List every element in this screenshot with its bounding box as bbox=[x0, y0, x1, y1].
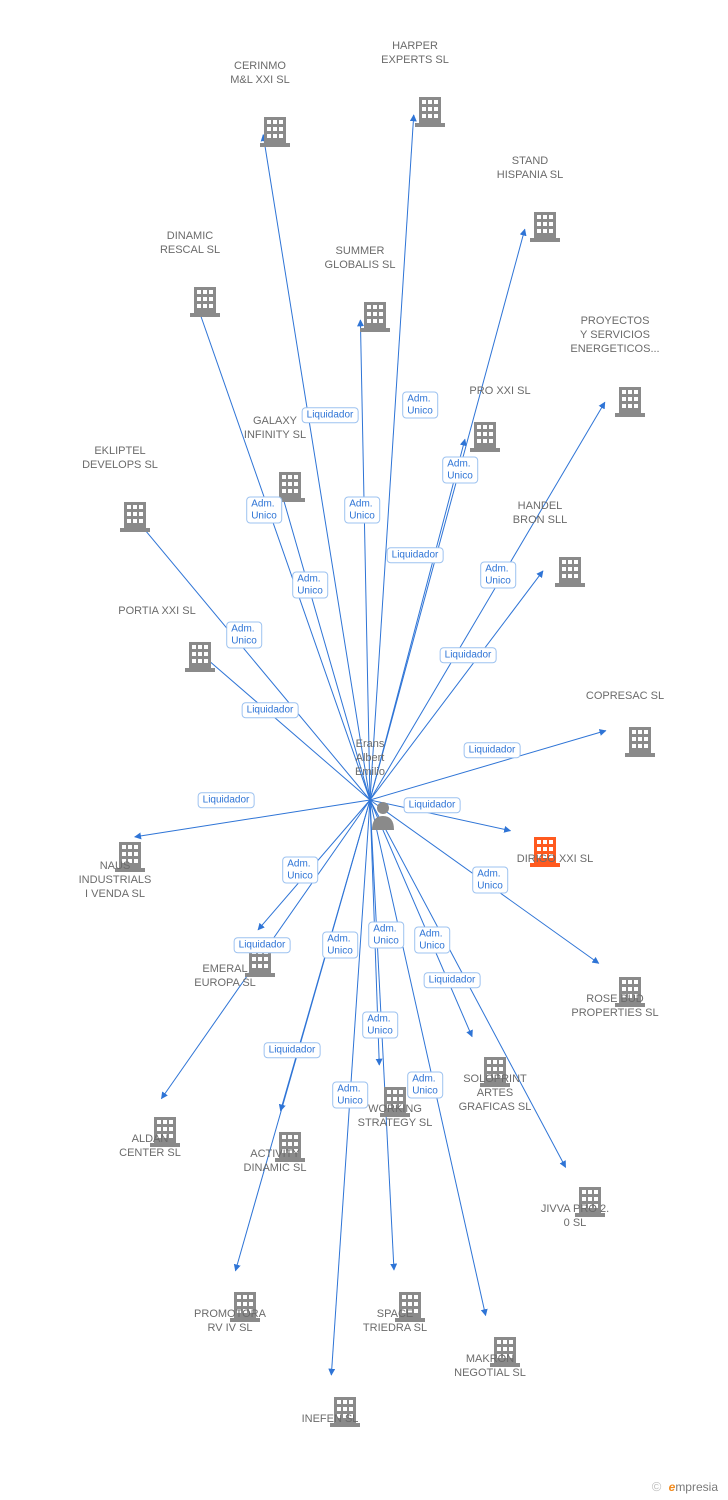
company-label[interactable]: COPRESAC SL bbox=[586, 690, 664, 704]
relationship-label: Liquidador bbox=[234, 937, 291, 953]
company-label[interactable]: DIRIGO XXI SL bbox=[517, 853, 593, 867]
company-label[interactable]: STAND HISPANIA SL bbox=[497, 155, 563, 183]
relationship-label: Liquidador bbox=[464, 742, 521, 758]
center-person-label[interactable]: Erans Albert Emilio bbox=[355, 738, 385, 779]
relationship-label: Liquidador bbox=[242, 702, 299, 718]
relationship-label: Liquidador bbox=[198, 792, 255, 808]
relationship-label: Liquidador bbox=[387, 547, 444, 563]
relationship-label: Adm. Unico bbox=[292, 572, 328, 599]
company-label[interactable]: ALDAN CENTER SL bbox=[119, 1133, 181, 1161]
relationship-label: Adm. Unico bbox=[332, 1082, 368, 1109]
relationship-label: Adm. Unico bbox=[322, 932, 358, 959]
company-label[interactable]: GALAXY INFINITY SL bbox=[244, 415, 306, 443]
company-label[interactable]: SPACE TRIEDRA SL bbox=[363, 1308, 427, 1336]
relationship-label: Adm. Unico bbox=[407, 1072, 443, 1099]
company-label[interactable]: SOLOPRINT ARTES GRAFICAS SL bbox=[459, 1073, 532, 1114]
relationship-label: Adm. Unico bbox=[480, 562, 516, 589]
company-label[interactable]: INEFEN SL bbox=[302, 1413, 359, 1427]
relationship-label: Adm. Unico bbox=[226, 622, 262, 649]
company-label[interactable]: PRO XXI SL bbox=[469, 385, 530, 399]
company-label[interactable]: ACTIVITY DINAMIC SL bbox=[244, 1148, 307, 1176]
relationship-label: Adm. Unico bbox=[246, 497, 282, 524]
company-label[interactable]: WORKING STRATEGY SL bbox=[358, 1103, 433, 1131]
relationship-label: Liquidador bbox=[264, 1042, 321, 1058]
company-label[interactable]: EKLIPTEL DEVELOPS SL bbox=[82, 445, 158, 473]
relationship-label: Adm. Unico bbox=[472, 867, 508, 894]
company-label[interactable]: CERINMO M&L XXI SL bbox=[230, 60, 290, 88]
company-label[interactable]: JIVVA PRO 2. 0 SL bbox=[541, 1203, 609, 1231]
relationship-label: Adm. Unico bbox=[344, 497, 380, 524]
company-label[interactable]: ROSE BUD PROPERTIES SL bbox=[571, 993, 658, 1021]
company-label[interactable]: EMERAL EUROPA SL bbox=[194, 963, 256, 991]
relationship-label: Adm. Unico bbox=[414, 927, 450, 954]
company-label[interactable]: DINAMIC RESCAL SL bbox=[160, 230, 220, 258]
company-label[interactable]: PROYECTOS Y SERVICIOS ENERGETICOS... bbox=[570, 315, 659, 356]
relationship-label: Adm. Unico bbox=[282, 857, 318, 884]
company-label[interactable]: SUMMER GLOBALIS SL bbox=[325, 245, 396, 273]
relationship-label: Liquidador bbox=[302, 407, 359, 423]
copyright-symbol: © bbox=[652, 1479, 662, 1494]
relationship-label: Adm. Unico bbox=[368, 922, 404, 949]
company-label[interactable]: PROMOTORA RV IV SL bbox=[194, 1308, 266, 1336]
company-label[interactable]: HARPER EXPERTS SL bbox=[381, 40, 449, 68]
company-label[interactable]: MAKRON NEGOTIAL SL bbox=[454, 1353, 526, 1381]
relationship-label: Adm. Unico bbox=[402, 392, 438, 419]
relationship-label: Liquidador bbox=[440, 647, 497, 663]
company-label[interactable]: NAUS INDUSTRIALS I VENDA SL bbox=[79, 860, 152, 901]
brand-rest: mpresia bbox=[675, 1480, 718, 1494]
relationship-label: Liquidador bbox=[424, 972, 481, 988]
footer-copyright: © empresia bbox=[652, 1479, 718, 1494]
company-label[interactable]: HANDEL BRON SLL bbox=[513, 500, 567, 528]
relationship-label: Adm. Unico bbox=[442, 457, 478, 484]
relationship-label: Liquidador bbox=[404, 797, 461, 813]
relationship-label: Adm. Unico bbox=[362, 1012, 398, 1039]
company-label[interactable]: PORTIA XXI SL bbox=[118, 605, 195, 619]
